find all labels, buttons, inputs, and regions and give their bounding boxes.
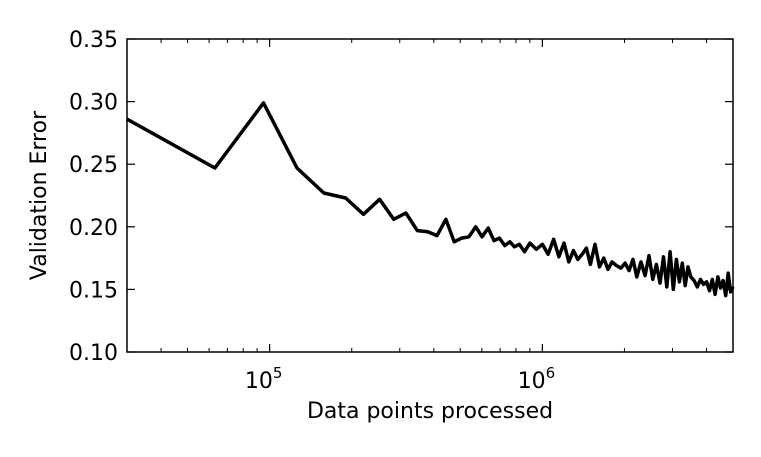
x-tick-labels: 105 106 xyxy=(245,364,555,394)
plot-area-frame xyxy=(126,38,734,353)
x-ticks xyxy=(126,39,734,352)
series-line xyxy=(126,101,735,298)
y-tick-label: 0.35 xyxy=(69,28,118,53)
y-axis-title: Validation Error xyxy=(27,110,52,280)
y-tick-label: 0.30 xyxy=(69,91,118,116)
y-ticks xyxy=(127,38,733,353)
y-tick-label: 0.15 xyxy=(69,278,118,303)
x-tick-label: 105 xyxy=(245,364,283,394)
series-layer xyxy=(126,101,735,298)
y-tick-labels: 0.10 0.15 0.20 0.25 0.30 0.35 xyxy=(69,28,118,366)
y-tick-label: 0.10 xyxy=(69,341,118,366)
x-axis-title: Data points processed xyxy=(307,399,553,424)
y-tick-label: 0.20 xyxy=(69,216,118,241)
y-tick-label: 0.25 xyxy=(69,153,118,178)
x-tick-label: 106 xyxy=(518,364,556,394)
